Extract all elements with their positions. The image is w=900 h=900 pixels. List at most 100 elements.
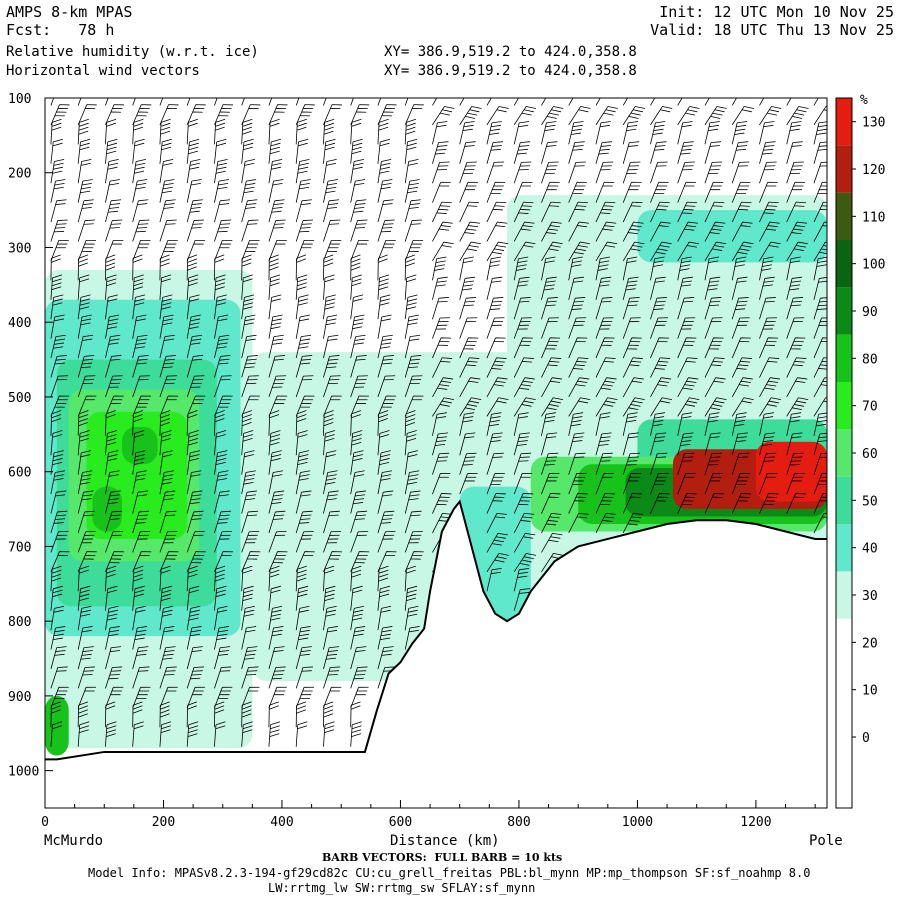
wind-barb-285	[268, 334, 284, 359]
wind-barb-419	[377, 294, 391, 320]
wind-barb-35	[77, 104, 97, 126]
wind-barb-268	[241, 666, 259, 689]
wind-barb-414	[377, 199, 394, 223]
wind-barb-640	[622, 121, 639, 145]
wind-barb-264	[241, 585, 254, 611]
wind-barb-776	[786, 181, 805, 203]
wind-barb-629	[595, 357, 616, 378]
wind-barb-673	[650, 317, 668, 339]
y-tick-label-900: 900	[8, 690, 31, 705]
wind-barb-271	[241, 721, 253, 747]
wind-barb-468	[432, 98, 448, 106]
wind-barb-352	[323, 314, 338, 339]
wind-barb-469	[432, 106, 455, 126]
wind-barb-525	[486, 297, 504, 320]
wind-barb-203	[186, 721, 199, 747]
wind-barb-633	[595, 432, 612, 456]
wind-barb-653	[622, 377, 644, 398]
wind-barb-471	[432, 141, 449, 164]
wind-barb-716	[704, 297, 722, 320]
wind-barb-300	[268, 626, 284, 650]
wind-barb-641	[622, 141, 640, 164]
wind-barb-77	[105, 254, 116, 281]
wind-barb-777	[786, 201, 807, 223]
wind-barb-585	[541, 432, 558, 456]
wind-barb-735	[731, 241, 754, 262]
wind-barb-309	[295, 138, 309, 164]
wind-barb-628	[595, 337, 615, 359]
wind-barb-370	[323, 666, 341, 689]
wind-barb-526	[486, 317, 505, 339]
wind-barb-183	[186, 334, 203, 359]
wind-barb-289	[268, 410, 280, 436]
wind-barb-566	[513, 588, 531, 611]
x-tick-label-0: 0	[41, 815, 49, 830]
wind-barb-400	[350, 585, 363, 611]
wind-barb-351	[323, 294, 336, 320]
wind-barb-37	[77, 138, 91, 164]
wind-barb-41	[77, 219, 95, 242]
wind-barb-725	[704, 473, 723, 495]
wind-barb-579	[541, 317, 559, 339]
wind-barb-686	[677, 141, 694, 164]
wind-barb-126	[132, 551, 152, 572]
wind-barb-317	[295, 294, 309, 320]
wind-barb-43	[77, 254, 89, 281]
wind-barb-374	[350, 98, 354, 106]
wind-barb-232	[214, 626, 229, 650]
wind-barb-574	[541, 221, 562, 242]
wind-barb-623	[595, 241, 618, 262]
wind-barb-159	[159, 531, 178, 553]
wind-barb-275	[268, 138, 281, 164]
wind-barb-495	[459, 121, 475, 145]
colorbar-band-11	[836, 98, 852, 146]
wind-barb-462	[404, 531, 423, 553]
y-tick-label-1000: 1000	[8, 765, 39, 780]
wind-barb-474	[432, 201, 452, 223]
colorbar-label-50: 50	[862, 494, 878, 509]
rh-region-17	[755, 441, 827, 502]
wind-barb-484	[432, 397, 455, 417]
wind-barb-395	[350, 490, 366, 514]
wind-barb-104	[132, 118, 144, 145]
wind-barb-178	[186, 239, 206, 262]
wind-barb-299	[268, 605, 283, 631]
wind-barb-219	[214, 375, 232, 398]
wind-barb-175	[186, 179, 202, 203]
rh-region-11	[45, 695, 69, 756]
wind-barb-222	[214, 430, 227, 456]
wind-barb-128	[132, 585, 145, 611]
wind-barb-1	[50, 104, 70, 126]
model-info: Model Info: MPASv8.2.3-194-gf29cd82c CU:…	[88, 866, 811, 880]
wind-barb-404	[350, 666, 368, 689]
wind-barb-477	[432, 256, 447, 281]
wind-barb-540	[513, 98, 530, 106]
wind-barb-449	[404, 274, 417, 300]
wind-barb-648	[622, 276, 639, 300]
wind-barb-387	[350, 334, 366, 359]
colorbar-band-1	[836, 571, 852, 619]
wind-barb-5	[50, 179, 66, 203]
wind-barb-303	[268, 686, 287, 708]
wind-barb-343	[323, 138, 336, 164]
wind-barb-265	[241, 605, 255, 631]
wind-barb-440	[404, 104, 424, 126]
wind-barb-508	[459, 377, 481, 398]
wind-barb-32	[50, 701, 61, 728]
wind-barb-505	[459, 317, 478, 339]
rh-region-10	[92, 486, 123, 532]
wind-barb-149	[159, 334, 175, 359]
wind-barb-565	[513, 567, 530, 592]
y-tick-label-600: 600	[8, 466, 31, 481]
wind-barb-722	[704, 412, 720, 436]
wind-barb-403	[350, 646, 367, 670]
wind-barb-661	[650, 98, 656, 106]
wind-barb-613	[568, 493, 588, 514]
wind-barb-778	[786, 221, 808, 242]
wind-barb-624	[595, 256, 611, 281]
wind-barb-773	[786, 121, 802, 145]
wind-barb-154	[159, 430, 172, 456]
wind-barb-174	[186, 158, 201, 184]
wind-barb-218	[214, 355, 231, 378]
wind-barb-672	[650, 297, 667, 320]
